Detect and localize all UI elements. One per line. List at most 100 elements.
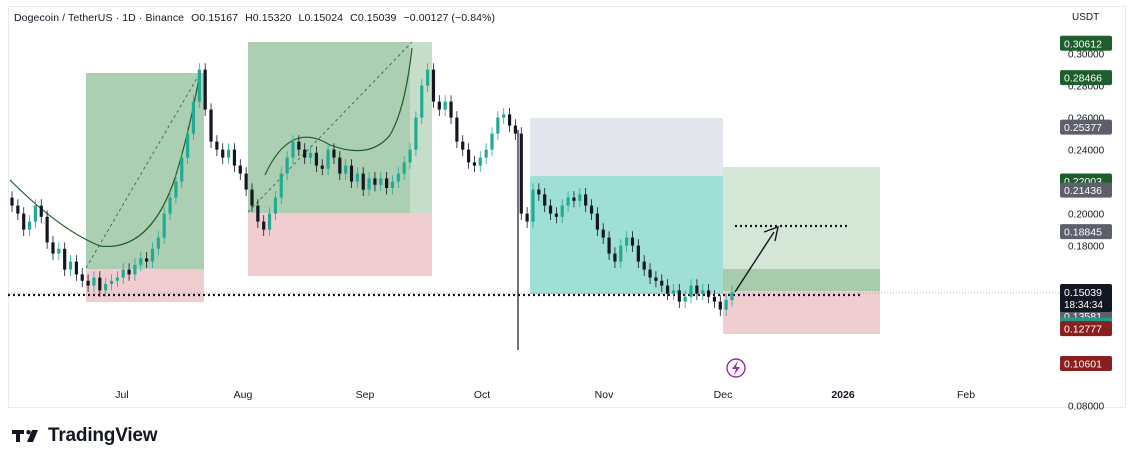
time-axis-label: Aug [234, 389, 253, 401]
price-badge [1060, 119, 1112, 135]
candle-body [385, 178, 389, 188]
candle-body [168, 197, 172, 214]
candle-body [402, 162, 406, 174]
candle-body [619, 245, 623, 262]
candle-body [209, 109, 213, 142]
candle-body [226, 149, 231, 158]
zone-box [86, 269, 204, 302]
change-value: −0.00127 (−0.84%) [403, 12, 496, 24]
candle-body [16, 205, 20, 214]
candle-body [437, 101, 441, 110]
symbol-title[interactable]: Dogecoin / TetherUS · 1D · Binance [14, 12, 185, 24]
candle-body [344, 165, 348, 174]
candle-body [33, 205, 38, 222]
candle-body [449, 101, 453, 118]
candle-body [156, 237, 160, 249]
candle-body [197, 69, 201, 102]
candle-body [86, 280, 90, 286]
price-badge-label: 0.25377 [1064, 122, 1102, 134]
candle-body [186, 133, 190, 158]
candle-body [607, 237, 611, 254]
tradingview-logo[interactable]: TradingView [12, 425, 158, 447]
chart-frame [8, 6, 1126, 408]
candle-body [57, 248, 61, 254]
price-axis-tick: 0.24000 [1068, 146, 1105, 157]
candle-body [537, 189, 541, 195]
zone-box [723, 269, 880, 291]
candle-body [303, 149, 307, 158]
candle-body [139, 258, 143, 265]
candle-body [548, 205, 553, 214]
candle-body [701, 290, 705, 294]
time-axis-label: Jul [115, 389, 128, 401]
candle-body [431, 69, 436, 102]
candle-body [250, 189, 254, 206]
candle-body [27, 221, 32, 230]
candle-body [349, 165, 354, 182]
price-badge [1060, 182, 1112, 198]
candle-body [80, 274, 84, 281]
zone-box [248, 42, 432, 213]
zone-box [248, 213, 432, 276]
candle-body [630, 237, 635, 246]
candle-body [74, 261, 78, 275]
candle-body [554, 213, 558, 217]
candle-body [712, 296, 717, 302]
candle-body [98, 277, 102, 291]
candle-body [414, 117, 418, 150]
current-price-label: 0.15039 [1064, 287, 1102, 299]
lightning-bolt-icon [732, 361, 740, 375]
candle-body [531, 189, 535, 222]
candle-body [361, 173, 365, 190]
open-value: O0.15167 [191, 12, 239, 24]
candle-body [221, 149, 225, 158]
price-axis-tick: 0.20000 [1068, 210, 1105, 221]
price-axis-tick: 0.28000 [1068, 82, 1105, 93]
candle-body [648, 269, 652, 278]
arrow-head-icon [763, 225, 779, 242]
candle-body [314, 152, 318, 166]
candle-body [408, 149, 412, 163]
candle-body [396, 173, 400, 182]
time-axis-label: Sep [356, 389, 375, 401]
price-badge [1060, 224, 1112, 240]
candle-body [595, 213, 599, 230]
candle-body [660, 280, 664, 286]
price-badge-label: 0.18845 [1064, 227, 1102, 239]
candle-body [45, 216, 49, 243]
candle-body [262, 221, 266, 230]
current-price-badge [1060, 283, 1112, 312]
price-badge-label: 0.10601 [1064, 358, 1102, 370]
candle-body [338, 157, 342, 174]
candle-body [355, 173, 359, 182]
candle-body [420, 85, 424, 118]
candle-body [677, 290, 681, 302]
price-badge-label: 0.12777 [1064, 324, 1102, 336]
candle-body [519, 133, 523, 214]
candle-body [51, 242, 55, 254]
candle-body [455, 117, 459, 142]
candle-body [297, 141, 301, 150]
candle-body [244, 173, 248, 190]
price-badge-label: 0.30612 [1064, 38, 1102, 50]
candle-body [466, 149, 471, 163]
candle-body [150, 248, 155, 262]
candle-body [232, 149, 237, 166]
time-axis-label: Oct [474, 389, 490, 401]
candle-body [238, 165, 242, 174]
zone-box [530, 118, 723, 176]
candle-body [191, 101, 196, 134]
candle-body [291, 141, 295, 158]
candle-body [461, 141, 465, 150]
high-value: H0.15320 [245, 12, 292, 24]
candle-body [472, 162, 477, 166]
candle-body [121, 269, 125, 278]
candle-body [180, 157, 184, 182]
candle-body [145, 258, 149, 262]
candle-body [92, 277, 96, 286]
symbol-legend[interactable]: Dogecoin / TetherUS · 1D · Binance O0.15… [14, 12, 499, 24]
candle-body [642, 261, 646, 270]
time-axis-label: Nov [595, 389, 614, 401]
low-value: L0.15024 [298, 12, 344, 24]
